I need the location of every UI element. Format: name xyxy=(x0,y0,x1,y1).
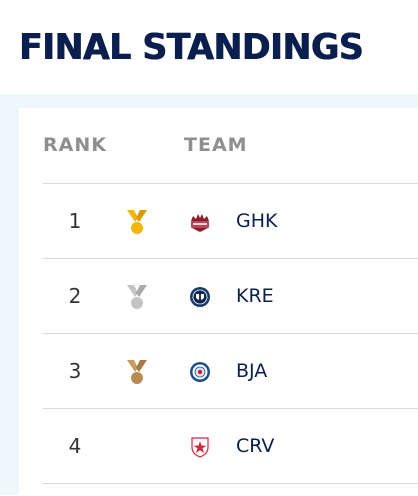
standings-row[interactable]: 1 GHK xyxy=(43,183,418,258)
gold-medal-icon xyxy=(127,210,147,234)
standings-card xyxy=(19,108,418,495)
standings-row[interactable]: 4 CRV xyxy=(43,408,418,483)
bronze-medal-icon xyxy=(127,360,147,384)
page-title: FINAL STANDINGS xyxy=(19,27,364,68)
standings-row[interactable]: 3 BJA xyxy=(43,333,418,408)
kre-logo-icon xyxy=(190,287,210,307)
ghk-logo-icon xyxy=(191,214,209,232)
silver-medal-icon xyxy=(127,285,147,309)
rank-value: 2 xyxy=(68,284,82,308)
rank-column-header: RANK xyxy=(43,134,107,156)
bja-logo-icon xyxy=(190,362,210,382)
team-name[interactable]: GHK xyxy=(236,210,278,232)
team-name[interactable]: CRV xyxy=(236,435,275,457)
rank-value: 3 xyxy=(68,359,82,383)
table-row-divider xyxy=(43,483,418,496)
team-column-header: TEAM xyxy=(184,134,248,156)
standings-row[interactable]: 2 KRE xyxy=(43,258,418,333)
team-name[interactable]: BJA xyxy=(236,360,268,382)
rank-value: 1 xyxy=(68,209,82,233)
rank-value: 4 xyxy=(68,434,82,458)
crv-logo-icon xyxy=(191,437,209,458)
team-name[interactable]: KRE xyxy=(236,285,274,307)
